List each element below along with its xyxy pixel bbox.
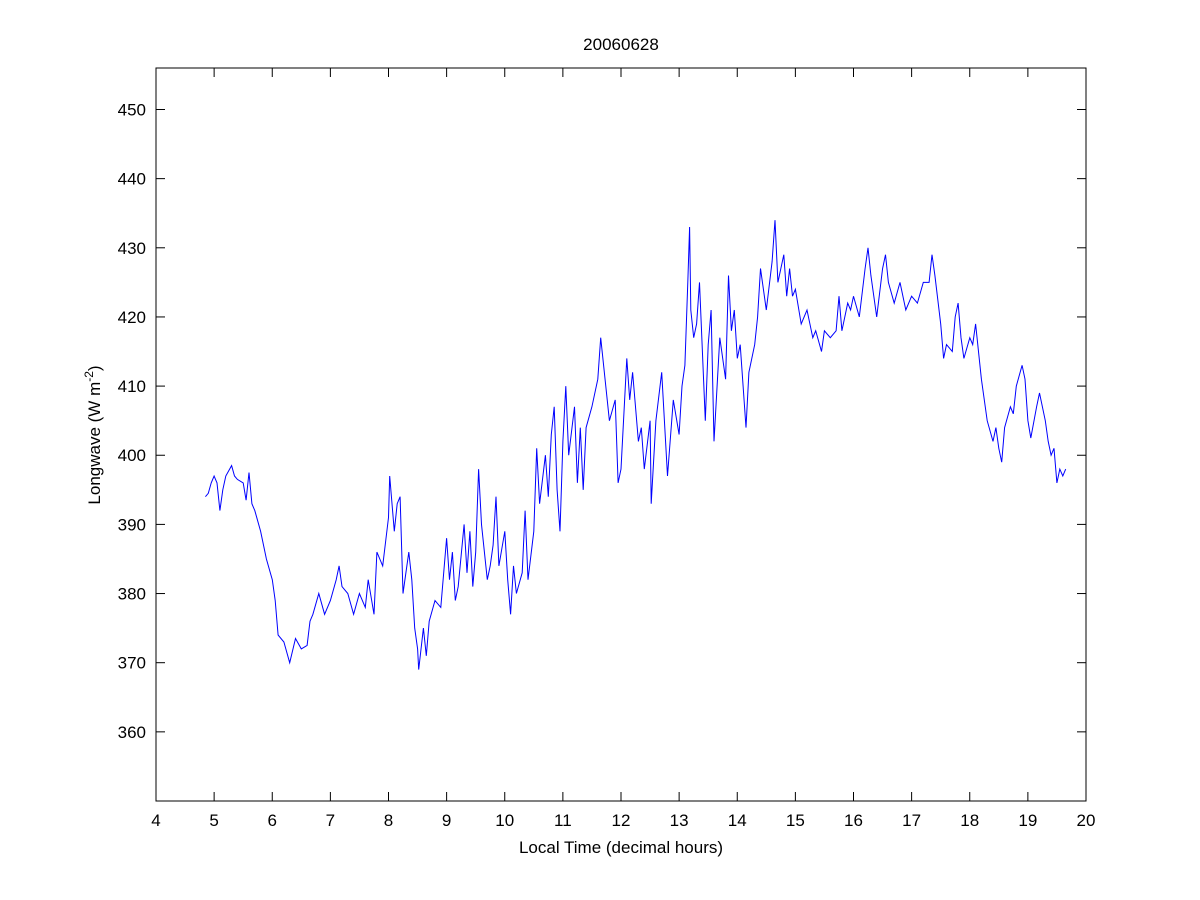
x-tick-label: 15 [786, 811, 805, 830]
y-tick-label: 360 [118, 723, 146, 742]
x-tick-label: 7 [326, 811, 335, 830]
x-tick-label: 5 [209, 811, 218, 830]
y-tick-label: 380 [118, 585, 146, 604]
y-axis-label-close: ) [85, 365, 104, 371]
x-tick-label: 9 [442, 811, 451, 830]
y-tick-label: 430 [118, 239, 146, 258]
x-tick-label: 11 [554, 811, 572, 830]
x-tick-label: 20 [1077, 811, 1096, 830]
chart-title: 20060628 [583, 35, 659, 54]
x-tick-label: 6 [268, 811, 277, 830]
x-tick-label: 4 [151, 811, 160, 830]
y-tick-label: 370 [118, 654, 146, 673]
x-tick-label: 14 [728, 811, 747, 830]
y-tick-label: 400 [118, 446, 146, 465]
y-tick-label: 420 [118, 308, 146, 327]
x-tick-label: 17 [902, 811, 921, 830]
plot-area-frame [155, 67, 1087, 802]
x-tick-label: 19 [1018, 811, 1037, 830]
x-tick-label: 13 [670, 811, 689, 830]
y-tick-label: 410 [118, 377, 146, 396]
x-tick-label: 10 [495, 811, 514, 830]
series-line-longwave [205, 220, 1067, 670]
x-tick-label: 12 [612, 811, 631, 830]
y-axis-label-main: Longwave (W m [85, 382, 104, 505]
y-tick-label: 440 [118, 170, 146, 189]
y-axis-label: Longwave (W m-2) [82, 365, 104, 504]
x-axis-label: Local Time (decimal hours) [519, 838, 723, 857]
y-tick-label: 450 [118, 100, 146, 119]
x-tick-label: 18 [960, 811, 979, 830]
y-tick-label: 390 [118, 515, 146, 534]
y-axis-label-sup: -2 [82, 371, 96, 382]
x-tick-label: 8 [384, 811, 393, 830]
x-tick-label: 16 [844, 811, 863, 830]
axis-ticks: 4 5 6 7 8 9 10 11 12 13 14 15 16 17 18 19 20 360 370 380 390… [118, 68, 1096, 830]
